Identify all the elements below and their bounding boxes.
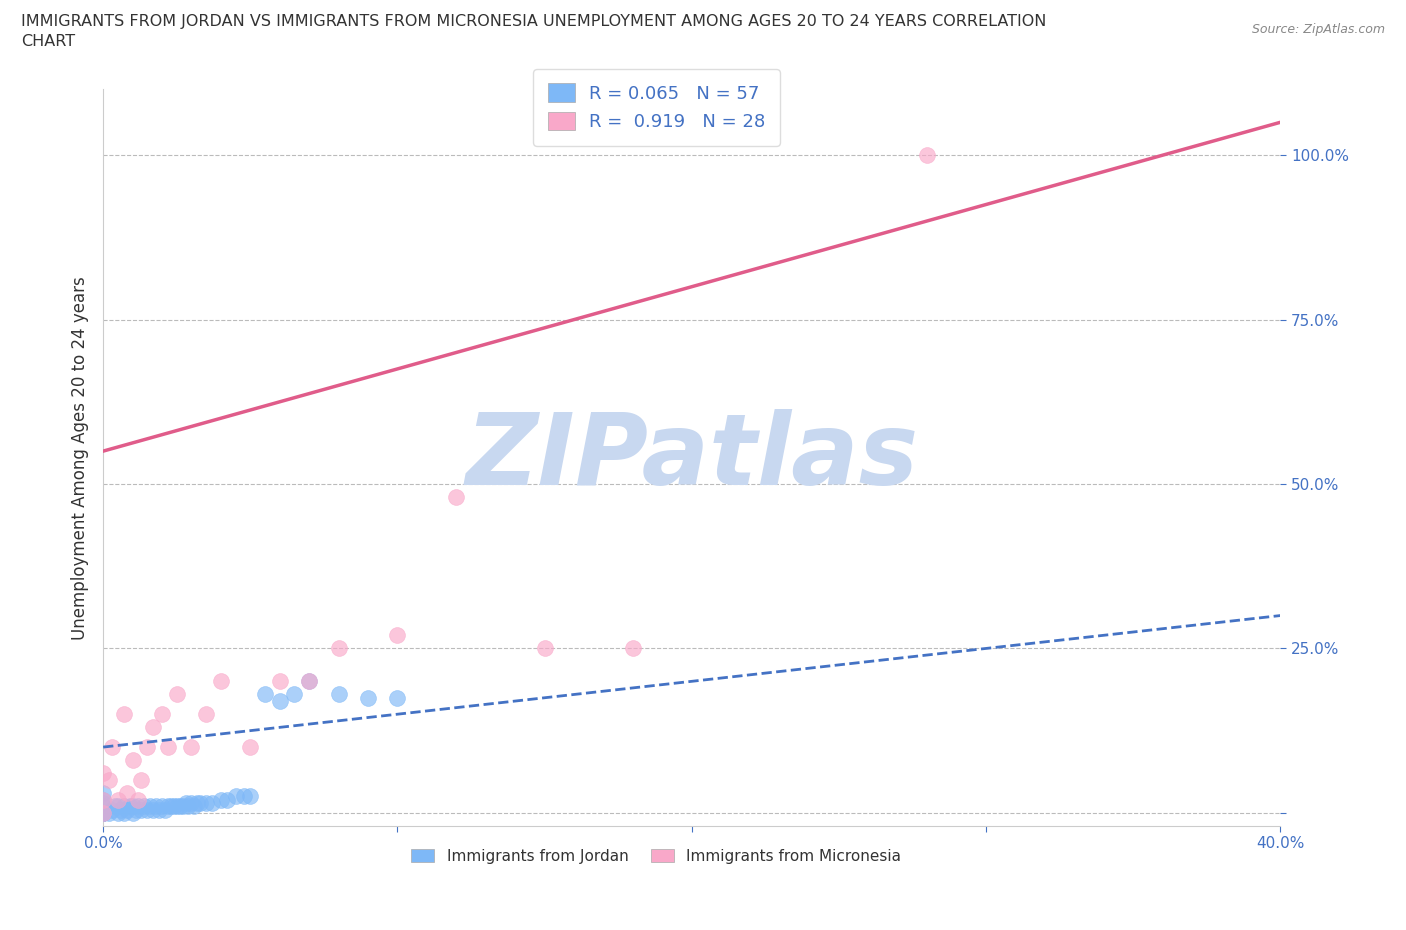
Point: [239, 739, 262, 754]
Point: [153, 803, 176, 817]
Point: [269, 694, 291, 709]
Point: [148, 803, 170, 817]
Point: [91, 792, 114, 807]
Point: [166, 687, 188, 702]
Point: [283, 687, 305, 702]
Point: [112, 799, 135, 814]
Point: [253, 687, 276, 702]
Y-axis label: Unemployment Among Ages 20 to 24 years: Unemployment Among Ages 20 to 24 years: [72, 276, 89, 640]
Point: [201, 795, 224, 810]
Point: [156, 739, 179, 754]
Point: [91, 795, 114, 810]
Point: [107, 792, 129, 807]
Point: [298, 674, 321, 689]
Point: [91, 766, 114, 781]
Point: [225, 789, 247, 804]
Point: [163, 799, 186, 814]
Point: [112, 707, 135, 722]
Point: [107, 799, 129, 814]
Point: [91, 792, 114, 807]
Point: [118, 799, 141, 814]
Point: [124, 803, 146, 817]
Point: [298, 674, 321, 689]
Point: [131, 773, 153, 788]
Legend: Immigrants from Jordan, Immigrants from Micronesia: Immigrants from Jordan, Immigrants from …: [405, 843, 907, 870]
Point: [239, 789, 262, 804]
Point: [104, 799, 127, 814]
Point: [166, 799, 188, 814]
Point: [101, 803, 124, 817]
Point: [180, 795, 202, 810]
Point: [131, 803, 153, 817]
Point: [136, 739, 159, 754]
Point: [195, 795, 218, 810]
Text: IMMIGRANTS FROM JORDAN VS IMMIGRANTS FROM MICRONESIA UNEMPLOYMENT AMONG AGES 20 : IMMIGRANTS FROM JORDAN VS IMMIGRANTS FRO…: [21, 14, 1046, 48]
Point: [139, 799, 162, 814]
Point: [156, 799, 179, 814]
Point: [328, 687, 350, 702]
Point: [91, 805, 114, 820]
Point: [150, 707, 173, 722]
Point: [101, 739, 124, 754]
Point: [142, 720, 165, 735]
Point: [215, 792, 238, 807]
Point: [169, 799, 191, 814]
Point: [177, 799, 200, 814]
Point: [91, 805, 114, 820]
Point: [174, 795, 197, 810]
Point: [387, 690, 409, 705]
Point: [915, 148, 938, 163]
Point: [209, 792, 232, 807]
Point: [159, 799, 181, 814]
Point: [195, 707, 218, 722]
Point: [142, 803, 165, 817]
Point: [357, 690, 380, 705]
Point: [209, 674, 232, 689]
Point: [172, 799, 194, 814]
Point: [121, 799, 143, 814]
Point: [98, 773, 121, 788]
Point: [328, 641, 350, 656]
Point: [91, 805, 114, 820]
Point: [446, 490, 468, 505]
Point: [127, 799, 149, 814]
Text: Source: ZipAtlas.com: Source: ZipAtlas.com: [1251, 23, 1385, 36]
Point: [127, 792, 149, 807]
Point: [134, 799, 156, 814]
Point: [107, 805, 129, 820]
Point: [180, 739, 202, 754]
Point: [269, 674, 291, 689]
Point: [91, 805, 114, 820]
Point: [91, 786, 114, 801]
Point: [115, 803, 138, 817]
Point: [233, 789, 256, 804]
Point: [186, 795, 208, 810]
Point: [91, 799, 114, 814]
Point: [621, 641, 644, 656]
Point: [121, 805, 143, 820]
Point: [136, 803, 159, 817]
Point: [110, 803, 132, 817]
Point: [115, 786, 138, 801]
Point: [145, 799, 167, 814]
Point: [98, 805, 121, 820]
Point: [183, 799, 205, 814]
Point: [188, 795, 211, 810]
Point: [150, 799, 173, 814]
Point: [387, 628, 409, 643]
Point: [533, 641, 555, 656]
Point: [121, 752, 143, 767]
Point: [91, 805, 114, 820]
Text: ZIPatlas: ZIPatlas: [465, 409, 918, 506]
Point: [112, 805, 135, 820]
